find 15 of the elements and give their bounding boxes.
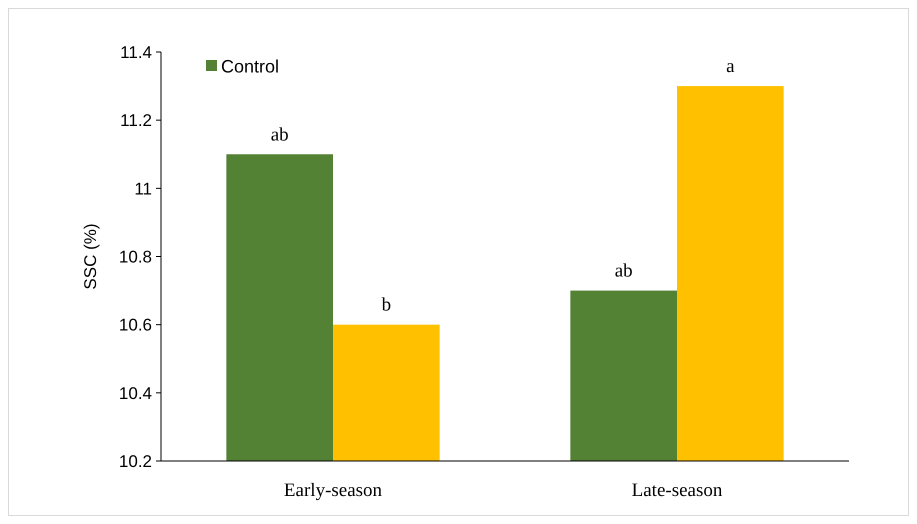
- x-tick-label: Early-season: [284, 480, 383, 501]
- y-tick-label: 11: [134, 179, 152, 198]
- annotation: ab: [614, 260, 633, 282]
- y-axis-title: SSC (%): [81, 223, 100, 290]
- annotation: ab: [270, 124, 289, 146]
- x-tick-label: Late-season: [632, 480, 723, 501]
- y-tick-label: 11.4: [120, 42, 152, 62]
- y-tick-label: 10.6: [118, 316, 152, 335]
- legend-label: Control: [221, 56, 280, 76]
- annotation: a: [726, 56, 736, 78]
- y-tick-label: 10.4: [118, 384, 152, 403]
- y-tick-label: 11.2: [120, 111, 152, 130]
- y-tick-label: 10.2: [118, 452, 152, 471]
- y-tick-label: 10.8: [118, 247, 152, 266]
- annotation: b: [382, 294, 392, 316]
